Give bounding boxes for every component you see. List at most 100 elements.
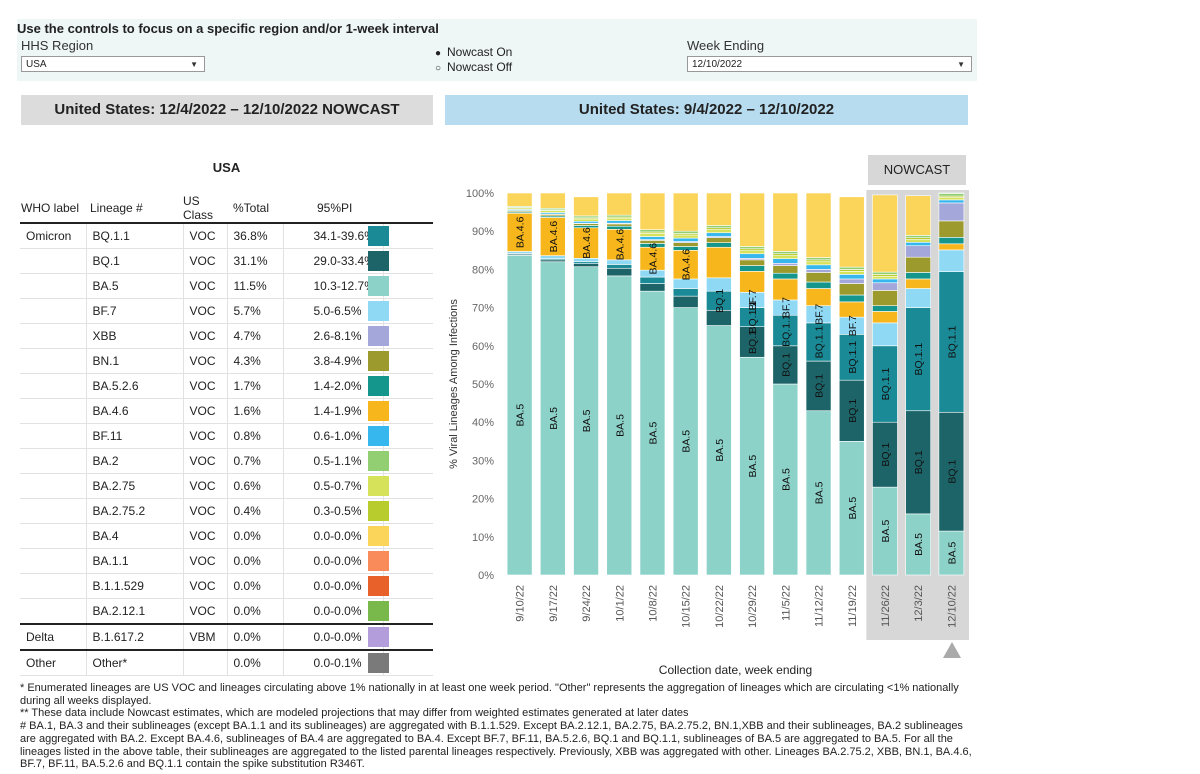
pi-cell: 0.6-1.0% bbox=[282, 423, 383, 449]
y-tick-label: 50% bbox=[472, 379, 494, 391]
pi-cell: 10.3-12.7% bbox=[282, 273, 383, 299]
bar-label: BA.5 bbox=[946, 541, 958, 564]
y-tick-label: 80% bbox=[472, 264, 494, 276]
bar-segment-bq-1-1 bbox=[805, 322, 832, 362]
bar-segment-ba-4 bbox=[506, 192, 533, 207]
pi-cell: 2.6-8.1% bbox=[282, 323, 383, 349]
bar-segment-bf-11 bbox=[739, 253, 765, 259]
bar-segment-bq-1 bbox=[639, 283, 666, 292]
bar-segment-xbb bbox=[838, 278, 865, 284]
x-tick-label: 12/10/22 bbox=[946, 585, 958, 628]
region-label: HHS Region bbox=[21, 38, 94, 53]
week-select[interactable]: 12/10/2022 ▼ bbox=[687, 56, 972, 72]
bar-segment-ba-5 bbox=[706, 325, 732, 576]
lineage-color-swatch bbox=[367, 276, 389, 296]
bar-segment-ba-5 bbox=[905, 513, 931, 576]
nowcast-off-radio[interactable]: ○ Nowcast Off bbox=[435, 60, 512, 74]
bar-segment-ba-5-2-6 bbox=[739, 265, 765, 272]
bar-segment-ba-4-6 bbox=[573, 227, 599, 259]
bar-label: BA.5 bbox=[747, 455, 759, 478]
bar-segment-ba-2 bbox=[872, 271, 898, 275]
class-cell: VOC bbox=[182, 298, 227, 324]
x-tick-label: 11/26/22 bbox=[880, 585, 892, 627]
pi-cell: 5.0-6.5% bbox=[282, 298, 383, 324]
bar-segment-bq-1-1 bbox=[838, 334, 865, 381]
footnote: # BA.1, BA.3 and their sublineages (exce… bbox=[20, 720, 972, 771]
col-lineage: Lineage # bbox=[86, 194, 183, 224]
bar-segment-bq-1 bbox=[772, 345, 799, 385]
total-cell: 31.1% bbox=[226, 248, 283, 274]
bar-segment-ba-4-6 bbox=[938, 243, 965, 251]
bar-label: BQ.1 bbox=[880, 443, 892, 467]
table-row: BA.1.1 VOC 0.0% 0.0-0.0% bbox=[20, 548, 433, 574]
region-select-value: USA bbox=[26, 59, 47, 70]
y-tick-label: 60% bbox=[472, 341, 494, 353]
class-cell: VOC bbox=[182, 598, 227, 625]
x-axis-label: Collection date, week ending bbox=[659, 663, 812, 677]
bar-segment-ba-2-75 bbox=[739, 250, 765, 255]
total-cell: 4.7% bbox=[226, 323, 283, 349]
bar-segment-bf-7 bbox=[905, 288, 931, 308]
total-cell: 0.6% bbox=[226, 473, 283, 499]
pi-cell: 0.0-0.0% bbox=[282, 598, 383, 625]
bar-segment-bq-1 bbox=[838, 379, 865, 442]
bar-segment-bf-11 bbox=[706, 232, 732, 237]
bar-segment-bf-11 bbox=[772, 258, 799, 264]
chevron-down-icon: ▼ bbox=[957, 60, 965, 69]
total-cell: 0.0% bbox=[226, 523, 283, 549]
bar-segment-bq-1 bbox=[739, 326, 765, 358]
who-cell bbox=[20, 323, 86, 349]
who-cell bbox=[20, 423, 86, 449]
lineage-cell: BF.7 bbox=[85, 298, 183, 324]
bar-segment-bn-1 bbox=[838, 283, 865, 296]
bar-segment-ba-2-75 bbox=[838, 271, 865, 275]
lineage-cell: BA.2 bbox=[85, 448, 183, 474]
bar-segment-ba-4 bbox=[872, 194, 898, 273]
bar-segment-ba-4 bbox=[672, 192, 699, 232]
lineage-cell: BA.5.2.6 bbox=[85, 373, 183, 399]
bar-segment-ba-2 bbox=[639, 229, 666, 233]
bar-label: BQ.1 bbox=[946, 460, 958, 484]
bar-label: BA.5 bbox=[714, 439, 726, 462]
bar-segment-ba-5 bbox=[639, 290, 666, 576]
lineage-cell: Other* bbox=[85, 649, 183, 676]
nowcast-on-radio[interactable]: ● Nowcast On bbox=[435, 45, 512, 59]
col-class: US Class bbox=[183, 194, 227, 224]
class-cell: VOC bbox=[182, 273, 227, 299]
pi-cell: 0.0-0.0% bbox=[282, 523, 383, 549]
table-row: BA.4 VOC 0.0% 0.0-0.0% bbox=[20, 523, 433, 549]
pi-cell: 3.8-4.9% bbox=[282, 348, 383, 374]
bar-segment-bq-1 bbox=[805, 360, 832, 412]
total-cell: 11.5% bbox=[226, 273, 283, 299]
lineage-cell: BA.2.12.1 bbox=[85, 598, 183, 625]
who-cell bbox=[20, 373, 86, 399]
bar-segment-ba-5-2-6 bbox=[772, 272, 799, 280]
bar-segment-bf-11 bbox=[672, 237, 699, 242]
bar-segment-bq-1-1 bbox=[938, 271, 965, 413]
class-cell: VBM bbox=[182, 623, 227, 651]
total-cell: 0.0% bbox=[226, 573, 283, 599]
table-row: Delta B.1.617.2 VBM 0.0% 0.0-0.0% bbox=[20, 623, 433, 651]
bar-segment-bq-1-1 bbox=[905, 307, 931, 412]
bar-label: BA.5 bbox=[515, 404, 527, 427]
y-tick-label: 90% bbox=[472, 226, 494, 238]
table-row: B.1.1.529 VOC 0.0% 0.0-0.0% bbox=[20, 573, 433, 599]
bar-label: BQ.1.1 bbox=[913, 343, 925, 376]
bar-segment-ba-2-75 bbox=[938, 197, 965, 201]
bar-segment-ba-5 bbox=[872, 486, 898, 576]
class-cell: VOC bbox=[182, 498, 227, 524]
col-total: %Total bbox=[227, 194, 283, 224]
lineage-color-swatch bbox=[367, 376, 389, 396]
bar-segment-ba-5-2-6 bbox=[938, 237, 965, 245]
pi-cell: 1.4-2.0% bbox=[282, 373, 383, 399]
total-cell: 0.7% bbox=[226, 448, 283, 474]
class-cell: VOC bbox=[182, 223, 227, 249]
bar-label: BQ.1.1 bbox=[747, 301, 759, 334]
bar-label: BA.4.6 bbox=[681, 249, 693, 281]
bar-label: BQ.1 bbox=[714, 289, 726, 313]
nowcast-off-label: Nowcast Off bbox=[447, 60, 513, 74]
table-row: BA.2.75.2 VOC 0.4% 0.3-0.5% bbox=[20, 498, 433, 524]
x-tick-label: 10/29/22 bbox=[747, 585, 759, 628]
region-select[interactable]: USA ▼ bbox=[21, 56, 205, 72]
bar-segment-bn-1 bbox=[905, 256, 931, 273]
